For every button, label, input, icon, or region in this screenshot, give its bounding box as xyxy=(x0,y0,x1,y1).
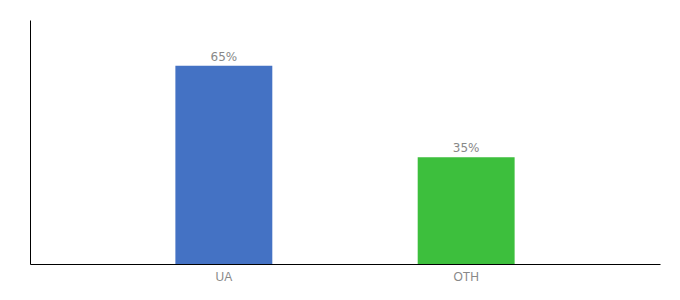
x-tick-label: UA xyxy=(216,270,233,284)
bar xyxy=(175,66,272,264)
x-axis: UA OTH xyxy=(31,265,661,284)
data-label: 65% xyxy=(211,50,238,64)
chart: 65% 35% UA OTH xyxy=(0,0,680,300)
y-axis xyxy=(30,21,31,265)
y-axis-line xyxy=(30,21,31,265)
bar xyxy=(418,157,515,264)
x-axis-line xyxy=(31,264,661,265)
x-tick: UA xyxy=(216,270,233,284)
data-labels: 65% 35% xyxy=(211,50,480,156)
x-tick-label: OTH xyxy=(453,270,478,284)
data-label: 35% xyxy=(453,141,480,155)
x-tick: OTH xyxy=(453,270,478,284)
bars xyxy=(175,66,514,264)
plot: 65% 35% UA OTH xyxy=(31,21,661,284)
